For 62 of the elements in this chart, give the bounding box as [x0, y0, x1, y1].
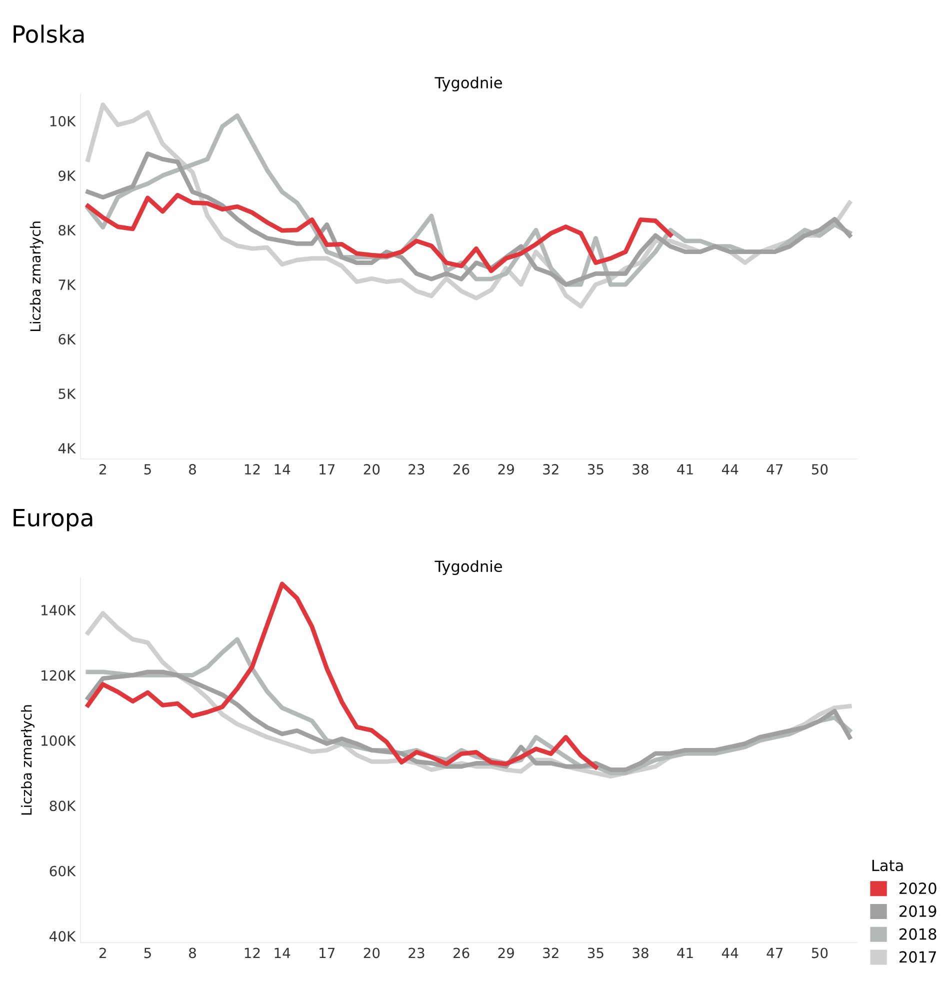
y-tick-label: 120K: [42, 670, 76, 681]
x-tick-label: 12: [244, 464, 260, 474]
x-tick-label: 38: [632, 948, 648, 958]
x-tick-label: 17: [320, 948, 335, 958]
x-tick-label: 14: [274, 948, 290, 958]
chart-title: Europa: [14, 509, 92, 532]
legend-title: Lata: [872, 860, 903, 872]
x-tick-label: 17: [320, 464, 335, 474]
x-tick-label: 23: [408, 464, 424, 475]
y-tick-label: 40K: [50, 931, 76, 942]
legend-label: 2017: [900, 951, 936, 963]
x-tick-label: 20: [364, 948, 380, 958]
x-tick-label: 41: [677, 948, 693, 958]
x-tick-label: 14: [274, 464, 290, 474]
y-tick-label: 8K: [58, 225, 76, 236]
x-tick-label: 26: [453, 948, 470, 958]
y-tick-label: 80K: [50, 800, 76, 812]
y-tick-label: 10K: [50, 116, 76, 126]
x-tick-label: 47: [766, 464, 783, 474]
x-tick-label: 44: [722, 948, 738, 958]
y-tick-label: 6K: [58, 334, 76, 345]
x-tick-label: 44: [722, 464, 738, 474]
x-tick-label: 5: [144, 948, 151, 958]
y-tick-label: 140K: [42, 604, 76, 616]
y-tick-label: 9K: [58, 170, 76, 181]
y-tick-label: 60K: [50, 866, 76, 876]
x-tick-label: 47: [766, 948, 783, 958]
x-tick-label: 29: [498, 948, 514, 958]
x-tick-label: 29: [498, 464, 514, 475]
legend-label: 2019: [900, 905, 936, 917]
x-tick-label: 41: [677, 464, 693, 474]
x-tick-label: 20: [364, 464, 380, 475]
x-tick-label: 38: [632, 464, 648, 475]
legend-label: 2020: [900, 882, 936, 894]
chart-title: Polska: [14, 24, 84, 43]
x-tick-label: 23: [408, 948, 424, 958]
y-axis-title: Liczba zmarłych: [21, 705, 34, 815]
x-tick-label: 12: [244, 948, 260, 958]
legend-label: 2018: [900, 928, 936, 940]
x-tick-label: 2: [99, 464, 106, 474]
line-series: [86, 192, 673, 274]
x-tick-label: 50: [812, 464, 828, 475]
x-tick-label: 35: [588, 948, 604, 958]
line-series: [86, 151, 852, 287]
x-tick-label: 32: [543, 948, 558, 958]
line-series: [86, 582, 598, 770]
line-series: [86, 670, 852, 772]
x-tick-label: 8: [189, 948, 196, 958]
x-tick-label: 26: [453, 464, 470, 475]
x-tick-label: 32: [543, 464, 558, 475]
y-tick-label: 5K: [58, 388, 76, 400]
y-tick-label: 4K: [58, 443, 76, 454]
x-tick-label: 35: [588, 464, 604, 475]
x-axis-title: Tygodnie: [434, 76, 502, 92]
y-tick-label: 7K: [58, 280, 76, 290]
y-axis-title: Liczba zmarłych: [30, 222, 44, 331]
x-axis-title: Tygodnie: [434, 560, 502, 576]
y-tick-label: 100K: [42, 735, 76, 746]
x-tick-label: 8: [189, 464, 196, 475]
x-tick-label: 2: [99, 948, 106, 958]
x-tick-label: 50: [812, 948, 828, 958]
x-tick-label: 5: [144, 464, 151, 475]
